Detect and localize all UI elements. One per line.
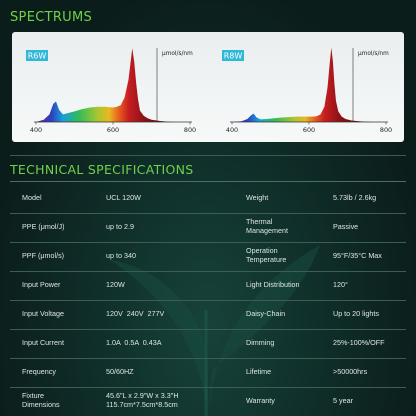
spec-value: 25%-100%/OFF	[333, 337, 385, 347]
spectrum-badge	[222, 50, 244, 61]
spec-label: Model	[22, 192, 42, 202]
spec-value: UCL 120W	[106, 192, 141, 202]
spec-label: Warranty	[246, 395, 275, 405]
spec-value: 95°F/35°C Max	[333, 250, 382, 260]
table-top-divider	[10, 181, 406, 182]
spec-label: Frequency	[22, 366, 56, 376]
spectrum-badge-label: R8W	[224, 51, 243, 60]
x-tick-label: 600	[303, 126, 315, 134]
spec-row: Frequency 50/60HZ Lifetime >50000hrs	[10, 355, 406, 388]
spectrums-title: SPECTRUMS	[10, 10, 93, 25]
spec-label: Operation Temperature	[246, 246, 287, 264]
y-unit-label: μmol/s/nm	[358, 51, 389, 57]
spec-label: PPF (μmol/s)	[22, 250, 65, 260]
leaf-decoration-icon	[110, 245, 320, 416]
spec-label: Weight	[246, 192, 269, 202]
spectra-panel: R6W μmol/s/nm 400 600 800 R8W μmol/s/nm 400 600…	[12, 32, 404, 142]
spec-label: Input Voltage	[22, 308, 64, 318]
spec-row: Input Current 1.0A 0.5A 0.43A Dimming 25…	[10, 326, 406, 359]
spec-value: >50000hrs	[333, 366, 368, 376]
spec-value: 120°	[333, 279, 348, 289]
x-tick-label: 600	[107, 126, 119, 134]
spec-value: Passive	[333, 221, 359, 231]
spec-value: 5.73lb / 2.6kg	[333, 192, 377, 202]
spec-label: Dimming	[246, 337, 275, 347]
spec-label: Light Distribution	[246, 279, 300, 289]
x-tick-label: 400	[30, 126, 42, 134]
spectrum-area	[36, 48, 175, 122]
spec-label: Lifetime	[246, 366, 272, 376]
spec-label: Daisy-Chain	[246, 308, 286, 318]
spec-row: Input Power 120W Light Distribution 120°	[10, 268, 406, 301]
spec-row: Input Voltage 120V 240V 277V Daisy-Chain…	[10, 297, 406, 330]
spectrum-badge-label: R6W	[28, 51, 47, 60]
x-tick-label: 400	[226, 126, 238, 134]
spec-label: Input Power	[22, 279, 61, 289]
x-tick-label: 800	[184, 126, 196, 134]
spec-value: Up to 20 lights	[333, 308, 379, 318]
section-divider	[10, 155, 406, 156]
spec-row: Fixture Dimensions 45.6"L x 2.9"W x 3.3"…	[10, 384, 406, 416]
spectrum-chart-r6w: R6W μmol/s/nm 400 600 800	[12, 32, 208, 142]
spec-row: Model UCL 120W Weight 5.73lb / 2.6kg	[10, 181, 406, 214]
tech-specs-title: TECHNICAL SPECIFICATIONS	[10, 162, 194, 177]
spectrum-badge	[26, 50, 48, 61]
spec-label: Fixture Dimensions	[22, 391, 60, 409]
spec-value: up to 2.9	[106, 221, 134, 231]
spec-label: PPE (μmol/J)	[22, 221, 65, 231]
spec-label: Input Current	[22, 337, 64, 347]
spec-value: 1.0A 0.5A 0.43A	[106, 337, 162, 347]
spec-label: Thermal Management	[246, 217, 288, 235]
x-tick-label: 800	[380, 126, 392, 134]
y-unit-label: μmol/s/nm	[162, 51, 193, 57]
spec-row: PPF (μmol/s) up to 340 Operation Tempera…	[10, 239, 406, 272]
spec-value: 45.6"L x 2.9"W x 3.3"H 115.7cm*7.5cm*8.5…	[106, 391, 179, 409]
spec-value: 50/60HZ	[106, 366, 134, 376]
spec-value: 5 year	[333, 395, 353, 405]
spec-value: up to 340	[106, 250, 136, 260]
spec-row: PPE (μmol/J) up to 2.9 Thermal Managemen…	[10, 210, 406, 243]
spec-value: 120V 240V 277V	[106, 308, 165, 318]
spectrum-chart-r8w: R8W μmol/s/nm 400 600 800	[208, 32, 404, 142]
spec-value: 120W	[106, 279, 125, 289]
